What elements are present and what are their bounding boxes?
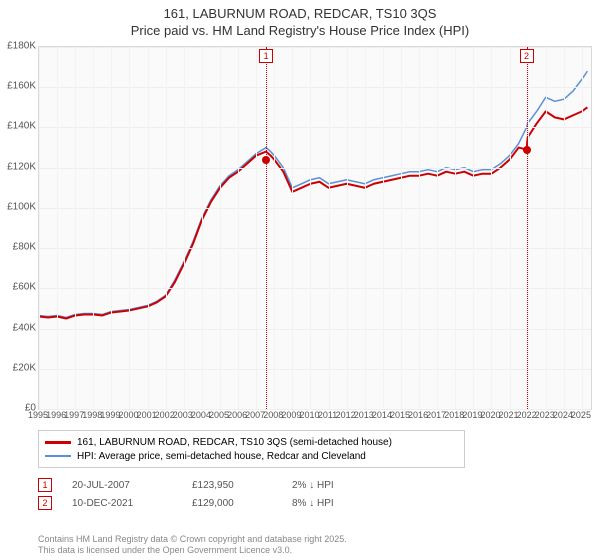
y-axis-label: £160K [2,81,36,92]
x-axis-label: 2019 [462,410,482,420]
x-axis-label: 1999 [100,410,120,420]
x-axis-label: 1995 [28,410,48,420]
x-axis-label: 2000 [118,410,138,420]
x-axis-label: 2011 [318,410,337,420]
marker-box: 2 [520,49,534,63]
line-series-svg [39,47,591,409]
x-axis-label: 2005 [209,410,229,420]
x-axis-label: 2004 [191,410,211,420]
marker-line [266,47,267,409]
marker-box: 1 [259,49,273,63]
note-price: £123,950 [192,480,292,491]
legend-label: HPI: Average price, semi-detached house,… [77,451,366,462]
x-axis-label: 2009 [281,410,301,420]
note-row: 1 20-JUL-2007 £123,950 2% ↓ HPI [38,476,392,494]
x-axis-label: 2014 [372,410,392,420]
legend-item: 161, LABURNUM ROAD, REDCAR, TS10 3QS (se… [45,435,458,449]
chart-title: 161, LABURNUM ROAD, REDCAR, TS10 3QS Pri… [0,0,600,38]
y-axis-label: £120K [2,161,36,172]
x-axis-label: 2020 [480,410,500,420]
y-axis-label: £80K [2,242,36,253]
sale-dot [523,146,531,154]
x-axis-label: 2021 [499,410,519,420]
x-axis-label: 1997 [64,410,84,420]
y-axis-label: £100K [2,201,36,212]
y-axis-label: £40K [2,322,36,333]
x-axis-label: 2016 [408,410,428,420]
note-diff: 8% ↓ HPI [292,498,392,509]
x-axis-label: 2013 [354,410,374,420]
y-axis-label: £20K [2,362,36,373]
note-price: £129,000 [192,498,292,509]
legend: 161, LABURNUM ROAD, REDCAR, TS10 3QS (se… [38,430,465,468]
note-marker-box: 2 [38,496,52,510]
x-axis-label: 2010 [299,410,319,420]
x-axis-label: 2003 [173,410,193,420]
plot-area: 12 [38,46,592,410]
x-axis-label: 2012 [336,410,356,420]
note-date: 10-DEC-2021 [72,498,192,509]
x-axis-label: 1996 [46,410,66,420]
legend-item: HPI: Average price, semi-detached house,… [45,449,458,463]
series-line [39,71,587,317]
x-axis-label: 2022 [517,410,537,420]
x-axis-label: 2015 [390,410,410,420]
series-line [39,107,587,318]
x-axis-label: 2008 [263,410,283,420]
attribution-line: Contains HM Land Registry data © Crown c… [38,534,347,545]
x-axis-label: 2001 [137,410,157,420]
sale-dot [262,156,270,164]
x-axis-label: 2025 [571,410,591,420]
x-axis-label: 2018 [444,410,464,420]
x-axis-label: 2007 [245,410,265,420]
x-axis-label: 1998 [82,410,102,420]
legend-swatch [45,441,71,444]
legend-swatch [45,455,71,457]
sale-notes: 1 20-JUL-2007 £123,950 2% ↓ HPI 2 10-DEC… [38,476,392,512]
legend-label: 161, LABURNUM ROAD, REDCAR, TS10 3QS (se… [77,437,392,448]
y-axis-label: £180K [2,41,36,52]
x-axis-label: 2023 [535,410,555,420]
chart-container: 161, LABURNUM ROAD, REDCAR, TS10 3QS Pri… [0,0,600,560]
attribution-line: This data is licensed under the Open Gov… [38,545,347,556]
x-axis-label: 2017 [426,410,446,420]
note-diff: 2% ↓ HPI [292,480,392,491]
x-axis-label: 2024 [553,410,573,420]
x-axis-label: 2006 [227,410,247,420]
attribution: Contains HM Land Registry data © Crown c… [38,534,347,557]
note-date: 20-JUL-2007 [72,480,192,491]
title-subtitle: Price paid vs. HM Land Registry's House … [0,23,600,38]
y-axis-label: £140K [2,121,36,132]
y-axis-label: £60K [2,282,36,293]
note-row: 2 10-DEC-2021 £129,000 8% ↓ HPI [38,494,392,512]
marker-line [527,47,528,409]
x-axis-label: 2002 [155,410,175,420]
note-marker-box: 1 [38,478,52,492]
title-address: 161, LABURNUM ROAD, REDCAR, TS10 3QS [0,6,600,21]
